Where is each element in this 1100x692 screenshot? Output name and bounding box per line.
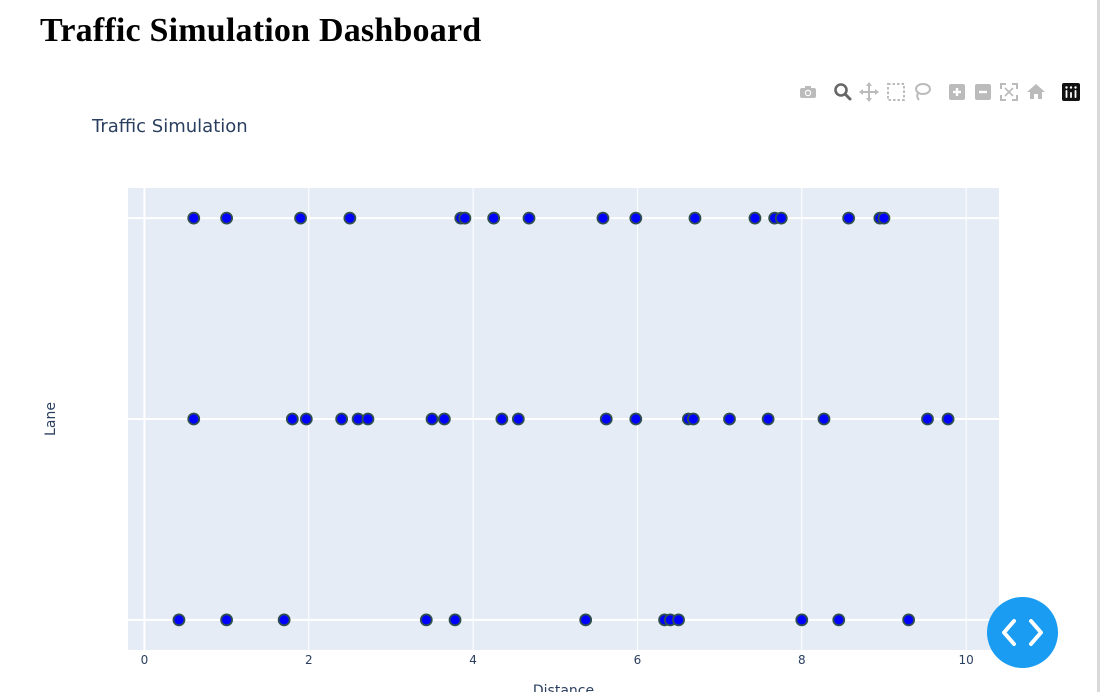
autoscale-icon[interactable]: [997, 80, 1021, 104]
data-points: [172, 211, 955, 627]
zoom-out-icon[interactable]: [971, 80, 995, 104]
vehicle-point[interactable]: [688, 211, 702, 225]
vehicle-point[interactable]: [294, 211, 307, 225]
chart-title: Traffic Simulation: [91, 116, 248, 137]
code-toggle-button[interactable]: [987, 597, 1058, 668]
reset-axes-icon[interactable]: [1024, 80, 1048, 104]
vehicle-point[interactable]: [723, 412, 736, 426]
traffic-scatter-chart[interactable]: Traffic Simulation 0 2 4 6 8 10 Distance Lane: [0, 100, 1100, 692]
x-tick-label: 6: [634, 653, 642, 667]
plotly-modebar: [796, 80, 1086, 104]
vehicle-point[interactable]: [761, 412, 775, 426]
lasso-icon[interactable]: [910, 80, 934, 104]
vehicle-point[interactable]: [361, 412, 375, 426]
scrollbar-edge: [1097, 0, 1100, 692]
vehicle-point[interactable]: [672, 613, 685, 627]
camera-icon[interactable]: [796, 80, 820, 104]
vehicle-point[interactable]: [921, 412, 934, 426]
vehicle-point[interactable]: [817, 412, 831, 426]
vehicle-point[interactable]: [172, 613, 186, 627]
x-tick-label: 2: [305, 653, 313, 667]
vehicle-point[interactable]: [748, 211, 762, 225]
y-axis-label: Lane: [43, 402, 59, 436]
vehicle-point[interactable]: [522, 211, 536, 225]
chart-container: Traffic Simulation 0 2 4 6 8 10 Distance Lane: [0, 100, 1100, 692]
vehicle-point[interactable]: [629, 412, 643, 426]
pan-icon[interactable]: [857, 80, 881, 104]
vehicle-point[interactable]: [419, 613, 433, 627]
x-tick-label: 0: [141, 653, 149, 667]
vehicle-point[interactable]: [629, 211, 643, 225]
vehicle-point[interactable]: [458, 211, 472, 225]
zoom-in-icon[interactable]: [945, 80, 969, 104]
vehicle-point[interactable]: [285, 412, 299, 426]
page-title: Traffic Simulation Dashboard: [40, 12, 482, 49]
vehicle-point[interactable]: [941, 412, 955, 426]
x-axis-label: Distance: [533, 683, 594, 692]
vehicle-point[interactable]: [832, 613, 846, 627]
vehicle-point[interactable]: [343, 211, 357, 225]
tick-labels: 0 2 4 6 8 10: [141, 653, 974, 667]
vehicle-point[interactable]: [277, 613, 291, 627]
vehicle-point[interactable]: [686, 412, 700, 426]
plotly-logo-icon[interactable]: [1059, 80, 1083, 104]
vehicle-point[interactable]: [437, 412, 451, 426]
vehicle-point[interactable]: [511, 412, 525, 426]
x-tick-label: 10: [958, 653, 973, 667]
vehicle-point[interactable]: [774, 211, 788, 225]
code-brackets-icon: [1002, 619, 1043, 646]
vehicle-point[interactable]: [220, 211, 234, 225]
vehicle-point[interactable]: [495, 412, 509, 426]
vehicle-point[interactable]: [425, 412, 439, 426]
vehicle-point[interactable]: [335, 412, 349, 426]
vehicle-point[interactable]: [187, 211, 201, 225]
vehicle-point[interactable]: [220, 613, 234, 627]
vehicle-point[interactable]: [599, 412, 613, 426]
vehicle-point[interactable]: [448, 613, 462, 627]
vehicle-point[interactable]: [579, 613, 593, 627]
vehicle-point[interactable]: [902, 613, 916, 627]
gridlines: [128, 188, 999, 650]
vehicle-point[interactable]: [877, 211, 891, 225]
zoom-icon[interactable]: [831, 80, 855, 104]
vehicle-point[interactable]: [187, 412, 201, 426]
box-select-icon[interactable]: [884, 80, 908, 104]
vehicle-point[interactable]: [487, 211, 501, 225]
vehicle-point[interactable]: [795, 613, 809, 627]
vehicle-point[interactable]: [299, 412, 313, 426]
x-tick-label: 4: [469, 653, 477, 667]
vehicle-point[interactable]: [596, 211, 610, 225]
vehicle-point[interactable]: [842, 211, 856, 225]
x-tick-label: 8: [798, 653, 806, 667]
